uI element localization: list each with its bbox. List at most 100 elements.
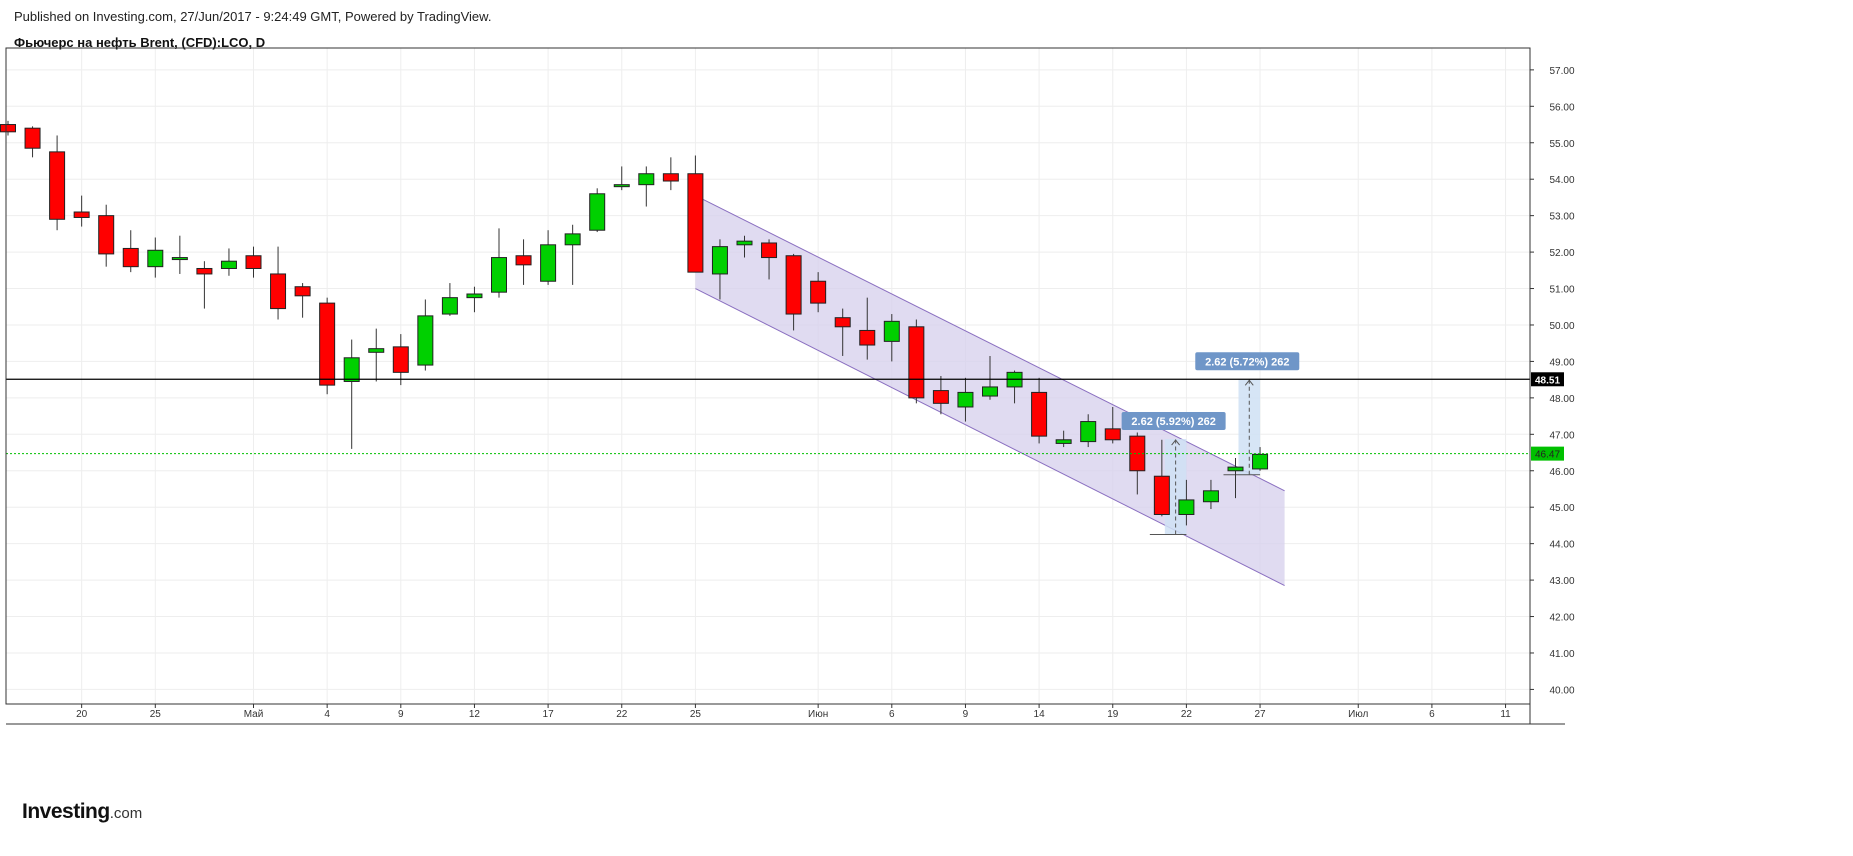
- y-tick-label: 49.00: [1549, 357, 1574, 368]
- candles: [0, 120, 1269, 526]
- x-tick-label: Июл: [1348, 709, 1368, 720]
- candle-up: [343, 357, 360, 382]
- candle-up: [1055, 439, 1072, 444]
- x-tick-label: 19: [1107, 709, 1119, 720]
- candle-down: [392, 346, 409, 373]
- axes: 57.00 56.00 55.00 54.00 53.00 52.00 51.00 50.00…: [5, 47, 1575, 725]
- candle-down: [122, 247, 139, 268]
- grid-layer: [6, 48, 1530, 704]
- x-tick-label: 9: [398, 709, 404, 720]
- x-tick-label: 6: [1429, 709, 1435, 720]
- logo-suffix: .com: [109, 805, 143, 822]
- candle-down: [1104, 428, 1121, 441]
- measure-range-2: [1238, 379, 1261, 475]
- logo-brand: Investing: [22, 800, 110, 823]
- candle-down: [270, 273, 287, 310]
- candle-up: [711, 246, 728, 275]
- candle-up: [1080, 421, 1097, 443]
- x-tick-label: 6: [889, 709, 895, 720]
- measure-label-box-2: [1195, 352, 1300, 371]
- x-tick-label: 11: [1500, 709, 1511, 720]
- y-tick-label: 47.00: [1549, 430, 1574, 441]
- x-tick-label: 20: [76, 709, 88, 720]
- candle-up: [368, 348, 385, 353]
- candle-down: [859, 329, 876, 346]
- candle-down: [1153, 475, 1170, 515]
- y-tick-label: 41.00: [1549, 649, 1574, 660]
- candle-down: [1129, 435, 1146, 472]
- candle-up: [417, 315, 434, 366]
- candle-down: [73, 211, 90, 218]
- y-tick-label: 46.00: [1549, 467, 1574, 478]
- candle-up: [613, 184, 630, 188]
- x-tick-label: 25: [150, 709, 162, 720]
- measure-arrowhead-1: [1171, 439, 1181, 446]
- y-tick-label: 55.00: [1549, 139, 1574, 150]
- y-tick-label: 53.00: [1549, 212, 1574, 223]
- candle-down: [662, 173, 679, 182]
- reference-price-label: 48.51: [1535, 375, 1560, 386]
- candle-up: [147, 249, 164, 268]
- y-tick-label: 52.00: [1549, 248, 1574, 259]
- x-tick-label: 9: [963, 709, 969, 720]
- y-tick-label: 57.00: [1549, 66, 1574, 77]
- y-tick-label: 42.00: [1549, 613, 1574, 624]
- x-tick-label: 22: [616, 709, 628, 720]
- candle-up: [1202, 490, 1219, 503]
- candle-up: [171, 257, 188, 261]
- candle-up: [957, 391, 974, 408]
- channel-upper-line: [695, 195, 1285, 492]
- channel-lower-line: [695, 288, 1285, 587]
- candle-up: [736, 240, 753, 246]
- price-lines: [6, 378, 1530, 455]
- candle-down: [834, 317, 851, 328]
- candle-down: [49, 151, 66, 220]
- x-tick-label: 14: [1034, 709, 1046, 720]
- y-tick-label: 45.00: [1549, 503, 1574, 514]
- candle-up: [883, 320, 900, 342]
- candle-down: [98, 215, 115, 255]
- candle-down: [1031, 391, 1048, 437]
- y-tick-label: 56.00: [1549, 102, 1574, 113]
- measure-arrowhead-2: [1244, 379, 1254, 386]
- measure-label-box-1: [1121, 412, 1226, 431]
- reference-price-tag: [1531, 372, 1564, 387]
- candle-down: [810, 280, 827, 304]
- candle-up: [1252, 453, 1269, 470]
- candle-up: [564, 233, 581, 246]
- y-tick-label: 44.00: [1549, 540, 1574, 551]
- candle-down: [761, 242, 778, 259]
- candle-down: [196, 267, 213, 275]
- y-tick-label: 50.00: [1549, 321, 1574, 332]
- measure-labels: 2.62 (5.92%) 262 2.62 (5.72%) 262: [1121, 352, 1300, 431]
- y-tick-label: 48.00: [1549, 394, 1574, 405]
- chart-title: Фьючерс на нефть Brent, (CFD):LCO, D: [14, 35, 266, 50]
- candle-down: [515, 255, 532, 266]
- x-tick-label: 4: [324, 709, 330, 720]
- candle-up: [589, 193, 606, 231]
- measure-label-1: 2.62 (5.92%) 262: [1131, 416, 1215, 428]
- candle-down: [908, 326, 925, 399]
- y-tick-label: 51.00: [1549, 285, 1574, 296]
- current-price-label: 46.47: [1535, 450, 1560, 461]
- candle-up: [540, 244, 557, 282]
- candle-up: [491, 257, 507, 293]
- candle-up: [220, 260, 237, 269]
- candle-down: [319, 302, 336, 386]
- x-tick-label: 22: [1181, 709, 1193, 720]
- candle-up: [638, 173, 655, 186]
- x-tick-label: Май: [244, 709, 264, 720]
- candle-up: [441, 297, 458, 315]
- candle-up: [982, 386, 998, 397]
- candle-down: [687, 173, 704, 273]
- candle-up: [466, 293, 483, 299]
- x-tick-label: 27: [1254, 709, 1266, 720]
- x-tick-label: 12: [469, 709, 481, 720]
- published-note: Published on Investing.com, 27/Jun/2017 …: [14, 9, 492, 24]
- candle-down: [785, 255, 802, 315]
- candle-down: [24, 127, 41, 149]
- y-tick-label: 54.00: [1549, 175, 1574, 186]
- y-tick-label: 43.00: [1549, 576, 1574, 587]
- candle-up: [1227, 466, 1244, 472]
